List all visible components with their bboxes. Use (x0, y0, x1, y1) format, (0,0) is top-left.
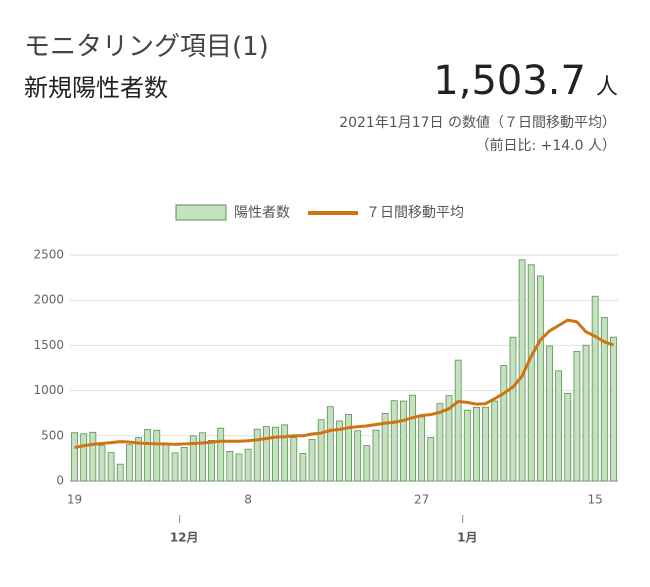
bar (162, 442, 170, 482)
bar (500, 365, 508, 482)
legend-label: ７日間移動平均 (366, 205, 464, 221)
bar (345, 414, 352, 482)
bar (107, 452, 115, 482)
bar (281, 424, 289, 482)
bar (116, 463, 124, 482)
bar (381, 412, 389, 482)
bar (454, 359, 462, 482)
bar (363, 445, 371, 482)
bar (253, 428, 261, 482)
bar (491, 400, 499, 482)
bar (536, 275, 544, 482)
bar (290, 437, 298, 482)
y-tick-label: 2500 (33, 248, 64, 262)
bar (600, 317, 608, 482)
bar (591, 295, 599, 482)
bar (135, 437, 142, 482)
bar (473, 407, 480, 482)
bar (98, 445, 106, 482)
headline: 1,503.7 人 (433, 58, 618, 104)
bar (272, 426, 279, 482)
bar (573, 351, 581, 482)
bar (262, 426, 270, 482)
bar (199, 432, 206, 482)
bar (427, 437, 435, 482)
bar (390, 400, 398, 482)
bar (89, 431, 97, 482)
bar (317, 419, 325, 482)
subtitle: 新規陽性者数 (24, 74, 168, 102)
bar (354, 430, 362, 482)
bar (180, 446, 188, 482)
month-label: 1月 (457, 531, 477, 545)
y-tick-label: 2000 (33, 293, 64, 307)
y-tick-label: 0 (56, 474, 64, 488)
bar (171, 452, 179, 482)
bar (564, 392, 572, 482)
month-label: 12月 (170, 531, 199, 545)
bar (336, 420, 343, 482)
x-tick-label: 27 (414, 493, 429, 507)
headline-unit: 人 (595, 75, 618, 100)
bar (399, 400, 407, 482)
y-tick-label: 1000 (33, 383, 64, 397)
bar (445, 395, 453, 482)
bar (463, 409, 471, 482)
bar (418, 416, 426, 482)
legend-swatch (175, 204, 227, 221)
bar (80, 433, 88, 482)
bar (235, 453, 243, 482)
bar (208, 440, 215, 482)
y-tick-label: 1500 (33, 338, 64, 352)
headline-value: 1,503.7 (433, 58, 586, 104)
bar (582, 344, 590, 482)
bar (308, 439, 316, 482)
bar (527, 264, 535, 482)
bar (326, 406, 334, 482)
bar (125, 444, 133, 482)
bar (482, 406, 489, 482)
bar (299, 453, 307, 482)
date-note: 2021年1月17日 の数値（７日間移動平均） (339, 115, 616, 131)
x-tick-label: 19 (67, 493, 82, 507)
legend-label: 陽性者数 (234, 205, 290, 221)
bar (610, 336, 617, 482)
bar (144, 429, 152, 482)
x-tick-label: 15 (588, 493, 603, 507)
bar (436, 403, 444, 482)
x-tick-label: 8 (244, 493, 252, 507)
bar (217, 427, 225, 482)
bar (409, 394, 416, 482)
line (74, 318, 614, 450)
bar (372, 429, 380, 482)
bar (546, 345, 553, 482)
title: モニタリング項目(1) (24, 32, 269, 62)
bar (509, 336, 517, 482)
bar (226, 451, 234, 482)
bar (189, 435, 197, 482)
bar (244, 448, 252, 482)
y-tick-label: 500 (41, 428, 64, 442)
bar (153, 429, 161, 482)
bar (555, 370, 563, 482)
bar (71, 432, 78, 482)
change-note: （前日比: +14.0 人） (475, 138, 616, 154)
